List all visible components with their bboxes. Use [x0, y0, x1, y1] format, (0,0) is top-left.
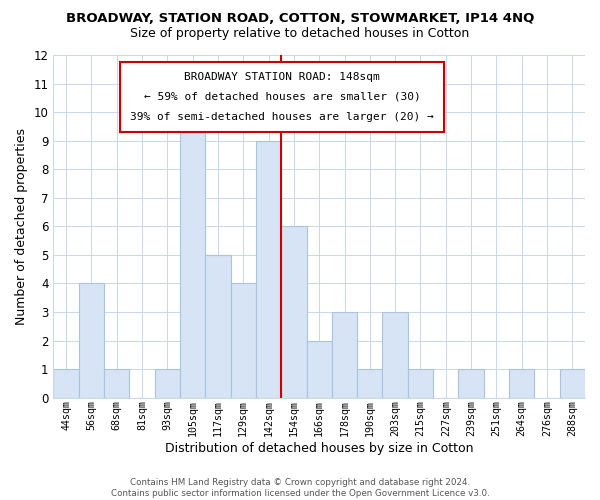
Bar	[307, 340, 332, 398]
Bar	[104, 369, 130, 398]
Bar	[256, 140, 281, 398]
Text: Size of property relative to detached houses in Cotton: Size of property relative to detached ho…	[130, 28, 470, 40]
Bar	[332, 312, 357, 398]
Text: ← 59% of detached houses are smaller (30): ← 59% of detached houses are smaller (30…	[143, 92, 421, 102]
Bar	[205, 255, 230, 398]
Bar	[458, 369, 484, 398]
Y-axis label: Number of detached properties: Number of detached properties	[15, 128, 28, 325]
Bar	[53, 369, 79, 398]
Bar	[357, 369, 382, 398]
Bar	[155, 369, 180, 398]
Text: BROADWAY STATION ROAD: 148sqm: BROADWAY STATION ROAD: 148sqm	[184, 72, 380, 82]
Text: Contains HM Land Registry data © Crown copyright and database right 2024.
Contai: Contains HM Land Registry data © Crown c…	[110, 478, 490, 498]
Text: 39% of semi-detached houses are larger (20) →: 39% of semi-detached houses are larger (…	[130, 112, 434, 122]
Bar	[509, 369, 535, 398]
Bar	[408, 369, 433, 398]
Bar	[79, 284, 104, 398]
Bar	[230, 284, 256, 398]
Bar	[560, 369, 585, 398]
X-axis label: Distribution of detached houses by size in Cotton: Distribution of detached houses by size …	[165, 442, 473, 455]
Bar	[281, 226, 307, 398]
FancyBboxPatch shape	[120, 62, 444, 132]
Bar	[382, 312, 408, 398]
Bar	[180, 112, 205, 398]
Text: BROADWAY, STATION ROAD, COTTON, STOWMARKET, IP14 4NQ: BROADWAY, STATION ROAD, COTTON, STOWMARK…	[66, 12, 534, 26]
